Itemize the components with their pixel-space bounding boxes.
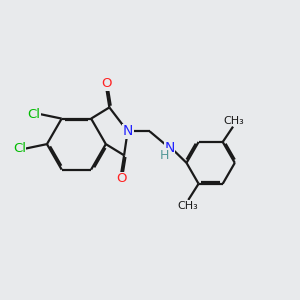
Text: O: O — [116, 172, 126, 185]
Text: N: N — [164, 141, 175, 155]
Text: O: O — [101, 77, 112, 90]
Text: CH₃: CH₃ — [178, 201, 198, 211]
Text: H: H — [160, 149, 169, 162]
Text: N: N — [122, 124, 133, 138]
Text: CH₃: CH₃ — [223, 116, 244, 126]
Text: Cl: Cl — [13, 142, 26, 155]
Text: Cl: Cl — [28, 108, 40, 121]
